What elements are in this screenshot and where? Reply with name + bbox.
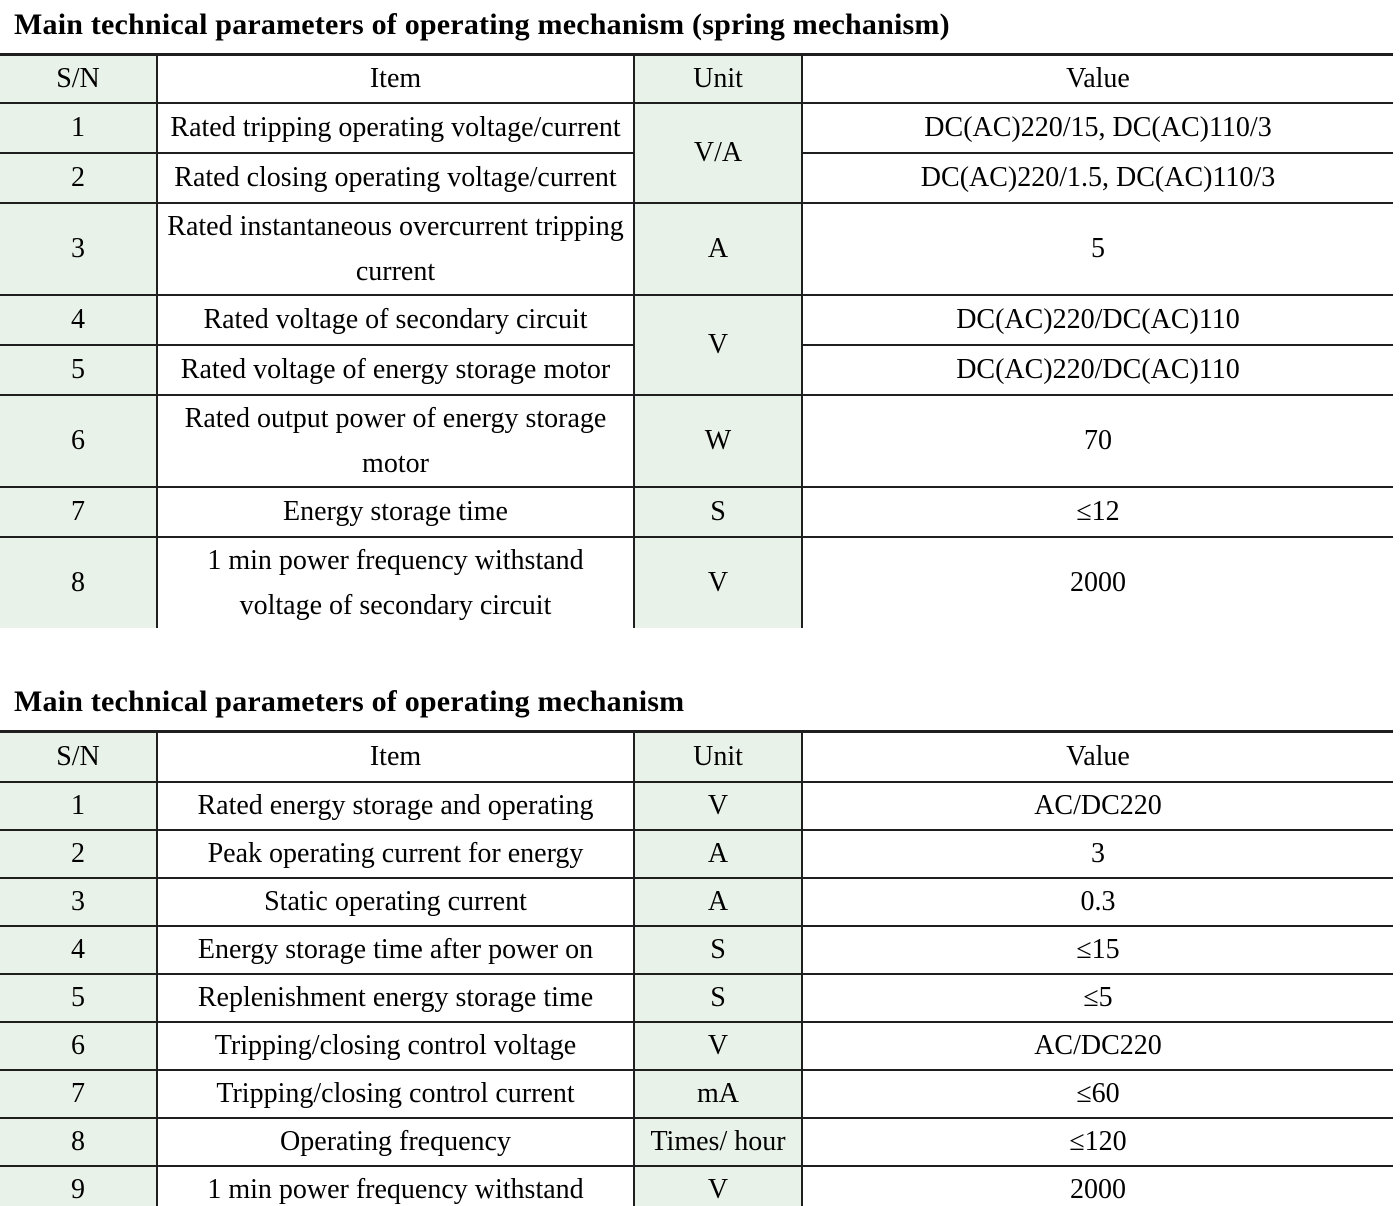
sn-cell: 5 (0, 344, 158, 396)
unit-cell: A (633, 877, 803, 927)
sn-cell: 1 (0, 102, 158, 154)
value-cell: 3 (801, 829, 1393, 879)
unit-cell: mA (633, 1069, 803, 1119)
item-cell: Rated output power of energy storage mot… (156, 394, 635, 488)
sn-cell: 3 (0, 877, 158, 927)
value-cell: DC(AC)220/1.5, DC(AC)110/3 (801, 152, 1393, 204)
sn-cell: 2 (0, 829, 158, 879)
item-cell: Tripping/closing control voltage (156, 1021, 635, 1071)
table-header-row: S/N Item Unit Value (0, 53, 1393, 104)
item-cell: Rated closing operating voltage/current (156, 152, 635, 204)
item-cell: Peak operating current for energy (156, 829, 635, 879)
unit-cell: S (633, 973, 803, 1023)
table-row: 1 Rated energy storage and operating V A… (0, 781, 1393, 831)
table1-title: Main technical parameters of operating m… (14, 8, 950, 41)
table-row: 8 1 min power frequency withstand voltag… (0, 536, 1393, 628)
unit-cell: Times/ hour (633, 1117, 803, 1167)
sn-cell: 7 (0, 486, 158, 538)
table-row: 2 Peak operating current for energy A 3 (0, 829, 1393, 879)
item-cell: Operating frequency (156, 1117, 635, 1167)
unit-cell: V (633, 294, 803, 396)
unit-cell: V (633, 1021, 803, 1071)
table-row: 6 Tripping/closing control voltage V AC/… (0, 1021, 1393, 1071)
column-header-value: Value (801, 730, 1393, 783)
item-cell: Rated energy storage and operating (156, 781, 635, 831)
table-row: 4 Rated voltage of secondary circuit V D… (0, 294, 1393, 396)
table-row: 8 Operating frequency Times/ hour ≤120 (0, 1117, 1393, 1167)
item-cell: Static operating current (156, 877, 635, 927)
table-row: 6 Rated output power of energy storage m… (0, 394, 1393, 488)
column-header-sn: S/N (0, 730, 158, 783)
sn-cell: 6 (0, 1021, 158, 1071)
spring-mechanism-parameters-table: S/N Item Unit Value 1 Rated tripping ope… (0, 53, 1393, 628)
sn-cell: 8 (0, 1117, 158, 1167)
sn-cell: 9 (0, 1165, 158, 1206)
table-row: 3 Rated instantaneous overcurrent trippi… (0, 202, 1393, 296)
item-cell: Rated voltage of energy storage motor (156, 344, 635, 396)
unit-cell: V/A (633, 102, 803, 204)
value-cell: ≤120 (801, 1117, 1393, 1167)
item-cell: Rated instantaneous overcurrent tripping… (156, 202, 635, 296)
table-row: 3 Static operating current A 0.3 (0, 877, 1393, 927)
operating-mechanism-parameters-table: S/N Item Unit Value 1 Rated energy stora… (0, 730, 1393, 1206)
sn-cell: 1 (0, 781, 158, 831)
unit-cell: V (633, 781, 803, 831)
sn-cell: 4 (0, 294, 158, 346)
column-header-unit: Unit (633, 730, 803, 783)
value-cell: ≤5 (801, 973, 1393, 1023)
table-row: 5 Replenishment energy storage time S ≤5 (0, 973, 1393, 1023)
table-row: 1 Rated tripping operating voltage/curre… (0, 102, 1393, 204)
table-row: 7 Energy storage time S ≤12 (0, 486, 1393, 538)
value-cell: 2000 (801, 1165, 1393, 1206)
value-cell: 5 (801, 202, 1393, 296)
unit-cell: A (633, 202, 803, 296)
unit-cell: W (633, 394, 803, 488)
value-cell: DC(AC)220/DC(AC)110 (801, 344, 1393, 396)
item-cell: Rated voltage of secondary circuit (156, 294, 635, 346)
unit-cell: V (633, 1165, 803, 1206)
sn-cell: 6 (0, 394, 158, 488)
table-row: 7 Tripping/closing control current mA ≤6… (0, 1069, 1393, 1119)
table2-title: Main technical parameters of operating m… (14, 685, 685, 718)
sn-cell: 8 (0, 536, 158, 628)
sn-cell: 3 (0, 202, 158, 296)
sn-cell: 2 (0, 152, 158, 204)
column-header-unit: Unit (633, 53, 803, 104)
value-cell: DC(AC)220/DC(AC)110 (801, 294, 1393, 346)
sn-cell: 7 (0, 1069, 158, 1119)
value-cell: 2000 (801, 536, 1393, 628)
item-cell: 1 min power frequency withstand (156, 1165, 635, 1206)
sn-cell: 4 (0, 925, 158, 975)
column-header-item: Item (156, 53, 635, 104)
item-cell: Replenishment energy storage time (156, 973, 635, 1023)
sn-cell: 5 (0, 973, 158, 1023)
value-cell: AC/DC220 (801, 781, 1393, 831)
value-cell: ≤15 (801, 925, 1393, 975)
table-row: 2 Rated closing operating voltage/curren… (0, 152, 1393, 204)
table-row: 4 Energy storage time after power on S ≤… (0, 925, 1393, 975)
column-header-sn: S/N (0, 53, 158, 104)
column-header-value: Value (801, 53, 1393, 104)
table-row: 5 Rated voltage of energy storage motor … (0, 344, 1393, 396)
value-cell: 70 (801, 394, 1393, 488)
table-header-row: S/N Item Unit Value (0, 730, 1393, 783)
table-row: 9 1 min power frequency withstand V 2000 (0, 1165, 1393, 1206)
value-cell: AC/DC220 (801, 1021, 1393, 1071)
item-cell: 1 min power frequency withstand voltage … (156, 536, 635, 628)
value-cell: ≤60 (801, 1069, 1393, 1119)
item-cell: Energy storage time after power on (156, 925, 635, 975)
unit-cell: A (633, 829, 803, 879)
unit-cell: S (633, 925, 803, 975)
value-cell: DC(AC)220/15, DC(AC)110/3 (801, 102, 1393, 154)
unit-cell: S (633, 486, 803, 538)
item-cell: Rated tripping operating voltage/current (156, 102, 635, 154)
item-cell: Tripping/closing control current (156, 1069, 635, 1119)
value-cell: ≤12 (801, 486, 1393, 538)
unit-cell: V (633, 536, 803, 628)
value-cell: 0.3 (801, 877, 1393, 927)
column-header-item: Item (156, 730, 635, 783)
item-cell: Energy storage time (156, 486, 635, 538)
